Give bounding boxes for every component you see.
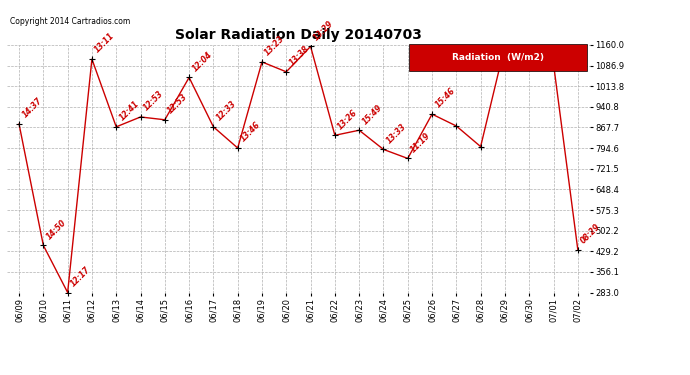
Text: Copyright 2014 Cartradios.com: Copyright 2014 Cartradios.com	[10, 17, 130, 26]
Text: 12:17: 12:17	[69, 265, 92, 288]
Text: 12:41: 12:41	[117, 99, 141, 123]
Title: Solar Radiation Daily 20140703: Solar Radiation Daily 20140703	[175, 28, 422, 42]
Text: 15:46: 15:46	[433, 87, 457, 110]
Text: 13:33: 13:33	[384, 122, 408, 145]
Text: 14:37: 14:37	[20, 96, 43, 120]
Text: 12:33: 12:33	[215, 99, 238, 123]
Text: 13:26: 13:26	[336, 108, 359, 131]
FancyBboxPatch shape	[409, 44, 587, 71]
Text: 13:46: 13:46	[239, 120, 262, 144]
Text: 12:53: 12:53	[166, 92, 189, 116]
Text: 08:29: 08:29	[579, 222, 602, 245]
Text: 11:19: 11:19	[409, 131, 433, 154]
Text: 14:50: 14:50	[45, 218, 68, 241]
Text: Radiation  (W/m2): Radiation (W/m2)	[452, 53, 544, 62]
Text: 15:49: 15:49	[360, 103, 384, 126]
Text: 12:53: 12:53	[141, 89, 165, 113]
Text: 13:38: 13:38	[288, 44, 310, 68]
Text: 12:04: 12:04	[190, 50, 214, 73]
Text: 13:23: 13:23	[263, 34, 286, 58]
Text: 13:29: 13:29	[312, 19, 335, 42]
Text: 13:11: 13:11	[93, 32, 117, 55]
